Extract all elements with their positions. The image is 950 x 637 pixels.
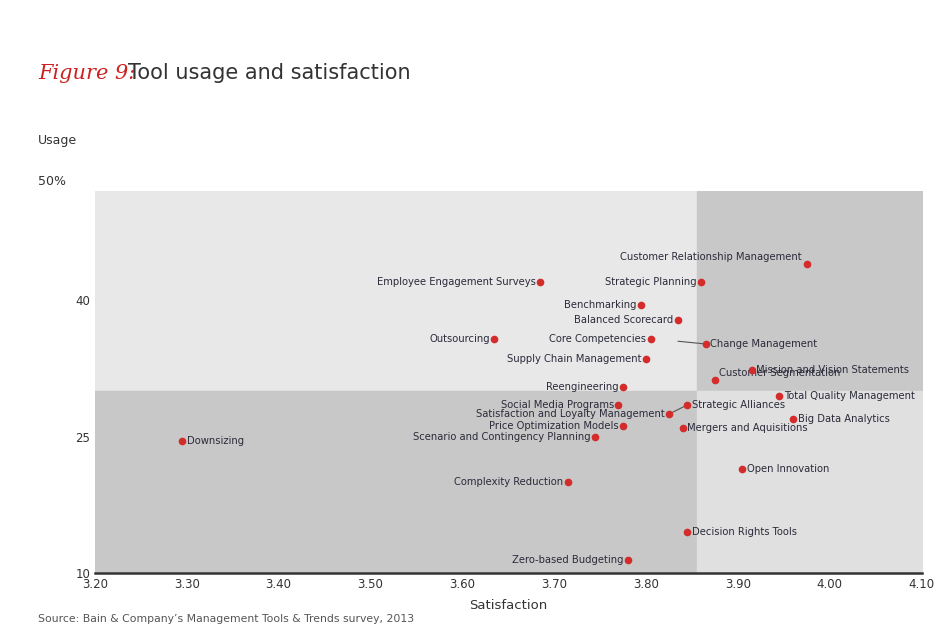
Text: Scenario and Contingency Planning: Scenario and Contingency Planning (413, 432, 591, 442)
Text: Core Competencies: Core Competencies (549, 334, 646, 343)
Text: Decision Rights Tools: Decision Rights Tools (692, 527, 797, 538)
Text: Employee Engagement Surveys: Employee Engagement Surveys (377, 277, 536, 287)
Text: Complexity Reduction: Complexity Reduction (454, 477, 563, 487)
Text: Mergers and Aquisitions: Mergers and Aquisitions (687, 423, 808, 433)
Text: Strategic Alliances: Strategic Alliances (692, 400, 785, 410)
Text: Satisfaction and Loyalty Management: Satisfaction and Loyalty Management (476, 409, 664, 419)
Text: Strategic Planning: Strategic Planning (605, 277, 696, 287)
X-axis label: Satisfaction: Satisfaction (469, 599, 547, 613)
Text: Usage: Usage (38, 134, 77, 147)
Text: Change Management: Change Management (711, 339, 817, 349)
Text: Total Quality Management: Total Quality Management (784, 391, 915, 401)
Text: Supply Chain Management: Supply Chain Management (507, 354, 641, 364)
Text: Zero-based Budgeting: Zero-based Budgeting (511, 555, 623, 564)
Text: Downsizing: Downsizing (187, 436, 244, 447)
Text: Social Media Programs: Social Media Programs (501, 400, 614, 410)
Text: Figure 9:: Figure 9: (38, 64, 135, 83)
Text: Source: Bain & Company’s Management Tools & Trends survey, 2013: Source: Bain & Company’s Management Tool… (38, 614, 414, 624)
Text: Benchmarking: Benchmarking (564, 300, 636, 310)
Text: Tool usage and satisfaction: Tool usage and satisfaction (128, 63, 410, 83)
Text: Outsourcing: Outsourcing (429, 334, 490, 343)
Text: 50%: 50% (38, 175, 66, 188)
Text: Customer Relationship Management: Customer Relationship Management (620, 252, 802, 262)
Text: Price Optimization Models: Price Optimization Models (489, 421, 618, 431)
Text: Reengineering: Reengineering (546, 382, 618, 392)
Text: Mission and Vision Statements: Mission and Vision Statements (756, 366, 909, 375)
Text: Balanced Scorecard: Balanced Scorecard (575, 315, 674, 326)
Text: Customer Segmentation: Customer Segmentation (719, 368, 841, 378)
Text: Big Data Analytics: Big Data Analytics (798, 413, 889, 424)
Text: Open Innovation: Open Innovation (747, 464, 829, 474)
